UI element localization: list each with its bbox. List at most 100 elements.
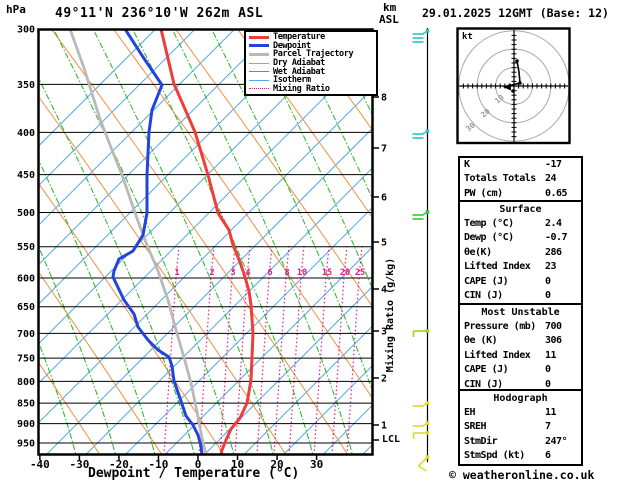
stat-label: SREH bbox=[464, 421, 487, 433]
run-datetime-title: 29.01.2025 12GMT (Base: 12) bbox=[422, 6, 609, 20]
station-title: 49°11'N 236°10'W 262m ASL bbox=[55, 6, 264, 21]
plot-border bbox=[37, 28, 374, 456]
svg-text:350: 350 bbox=[17, 80, 35, 91]
svg-text:-30: -30 bbox=[69, 458, 89, 471]
svg-text:500: 500 bbox=[17, 208, 35, 219]
legend-item: Isotherm bbox=[249, 75, 376, 85]
svg-text:5: 5 bbox=[381, 238, 387, 249]
mixing-axis-label: Mixing Ratio (g/kg) bbox=[384, 258, 396, 372]
wind-barb bbox=[417, 455, 430, 472]
legend-item-label: Dry Adiabat bbox=[273, 58, 325, 69]
stat-section-title: Most Unstable bbox=[481, 307, 560, 318]
altitude-unit-km-label: km bbox=[383, 1, 397, 14]
hodograph-kt-label: kt bbox=[462, 32, 473, 42]
parcel-trajectory-curve bbox=[69, 30, 208, 454]
stat-row: Pressure (mb) 700 bbox=[460, 320, 581, 334]
svg-text:10: 10 bbox=[231, 458, 244, 471]
stat-value: 11 bbox=[545, 407, 557, 418]
km-axis: 8 7 6 5 4 3 2 1 bbox=[373, 93, 387, 432]
copyright-credit: © weatheronline.co.uk bbox=[449, 468, 595, 482]
hodograph-ring-label: 30 bbox=[464, 120, 477, 133]
wind-barbs bbox=[412, 29, 430, 472]
dewpoint-curve bbox=[111, 30, 204, 454]
hodograph-plot bbox=[456, 27, 571, 145]
svg-text:4: 4 bbox=[381, 285, 387, 296]
legend-item: Dewpoint bbox=[249, 40, 376, 51]
stat-value: 23 bbox=[545, 261, 557, 273]
wind-barb bbox=[412, 421, 430, 427]
svg-text:8: 8 bbox=[381, 93, 387, 104]
stat-row: EH 11 bbox=[460, 406, 581, 420]
stat-label: StmSpd (kt) bbox=[464, 450, 525, 462]
svg-text:600: 600 bbox=[17, 273, 35, 284]
stat-value: 0 bbox=[545, 275, 551, 287]
stat-row: CIN (J) 0 bbox=[460, 289, 581, 303]
hodograph-ring-label: 20 bbox=[479, 106, 492, 119]
stat-value: 306 bbox=[545, 335, 562, 347]
stat-value: 11 bbox=[545, 349, 557, 361]
svg-text:-40: -40 bbox=[30, 458, 50, 471]
legend-line-swatch bbox=[249, 44, 269, 48]
stat-label: StmDir bbox=[464, 435, 498, 447]
legend-line-swatch bbox=[249, 79, 269, 81]
svg-text:550: 550 bbox=[17, 242, 35, 253]
pressure-tick-labels: 300 350 400 450 500 550 600 650 700 750 800 850 900 9… bbox=[17, 25, 35, 450]
svg-text:750: 750 bbox=[17, 354, 35, 365]
stat-label: Dewp (°C) bbox=[464, 232, 514, 244]
svg-text:900: 900 bbox=[17, 419, 35, 430]
pressure-unit-label: hPa bbox=[6, 3, 26, 16]
stat-row: Temp (°C) 2.4 bbox=[460, 217, 581, 231]
svg-text:8: 8 bbox=[284, 268, 289, 278]
stat-value: 0 bbox=[545, 364, 551, 376]
hodograph-trace-arrow bbox=[503, 83, 511, 91]
wind-barb bbox=[412, 29, 430, 43]
stat-label: CIN (J) bbox=[464, 289, 503, 301]
legend-item: Mixing Ratio bbox=[249, 83, 376, 94]
wet-adiabat-lines bbox=[39, 30, 372, 454]
stat-row: Lifted Index 23 bbox=[460, 260, 581, 274]
stat-label: Pressure (mb) bbox=[464, 321, 536, 332]
temperature-tick-labels: -40 -30 -20 -10 0 10 20 30 bbox=[30, 458, 323, 471]
svg-text:-20: -20 bbox=[109, 458, 129, 471]
chart-legend: Temperature Dewpoint Parcel Trajectory Dry … bbox=[244, 30, 378, 97]
stat-value: 24 bbox=[545, 173, 557, 185]
wind-barb bbox=[412, 210, 430, 220]
legend-item-label: Mixing Ratio bbox=[273, 83, 330, 94]
wind-barb bbox=[412, 129, 430, 139]
stat-row: Dewp (°C) -0.7 bbox=[460, 231, 581, 245]
stat-value: 247° bbox=[545, 435, 568, 447]
svg-text:3: 3 bbox=[381, 327, 387, 338]
svg-text:15: 15 bbox=[322, 268, 332, 278]
svg-text:400: 400 bbox=[17, 128, 35, 139]
stat-section-title: Hodograph bbox=[493, 393, 548, 404]
stat-row: θe (K) 306 bbox=[460, 334, 581, 348]
legend-item: Wet Adiabat bbox=[249, 67, 376, 77]
stat-row: Totals Totals 24 bbox=[460, 172, 581, 186]
svg-text:800: 800 bbox=[17, 377, 35, 388]
stat-value: 2.4 bbox=[545, 218, 562, 229]
svg-text:2: 2 bbox=[381, 374, 387, 385]
stat-label: PW (cm) bbox=[464, 187, 503, 199]
svg-text:650: 650 bbox=[17, 302, 35, 313]
legend-item-label: Dewpoint bbox=[273, 40, 311, 51]
indices-panel: K -17 Totals Totals 24 PW (cm) 0.65 bbox=[458, 156, 583, 204]
svg-text:-10: -10 bbox=[149, 458, 169, 471]
stat-label: Lifted Index bbox=[464, 261, 531, 273]
stat-label: θe (K) bbox=[464, 335, 498, 347]
hodograph-border bbox=[456, 27, 571, 145]
bottom-axis-ticks bbox=[39, 455, 318, 460]
stat-label: Lifted Index bbox=[464, 349, 531, 361]
wind-barb bbox=[412, 431, 430, 439]
hodograph-axis-ticks bbox=[462, 34, 566, 138]
legend-item: Parcel Trajectory bbox=[249, 49, 376, 59]
stat-row: PW (cm) 0.65 bbox=[460, 187, 581, 201]
svg-text:7: 7 bbox=[381, 144, 387, 155]
hodograph-trace bbox=[503, 60, 521, 88]
stat-section-title: Surface bbox=[499, 204, 542, 215]
svg-text:300: 300 bbox=[17, 25, 35, 36]
stat-value: 7 bbox=[545, 421, 551, 433]
stat-value: -0.7 bbox=[545, 232, 568, 244]
stat-value: 0 bbox=[545, 378, 551, 390]
surface-panel: Surface Temp (°C) 2.4 Dewp (°C) -0.7 θe(K) 286… bbox=[458, 200, 583, 306]
